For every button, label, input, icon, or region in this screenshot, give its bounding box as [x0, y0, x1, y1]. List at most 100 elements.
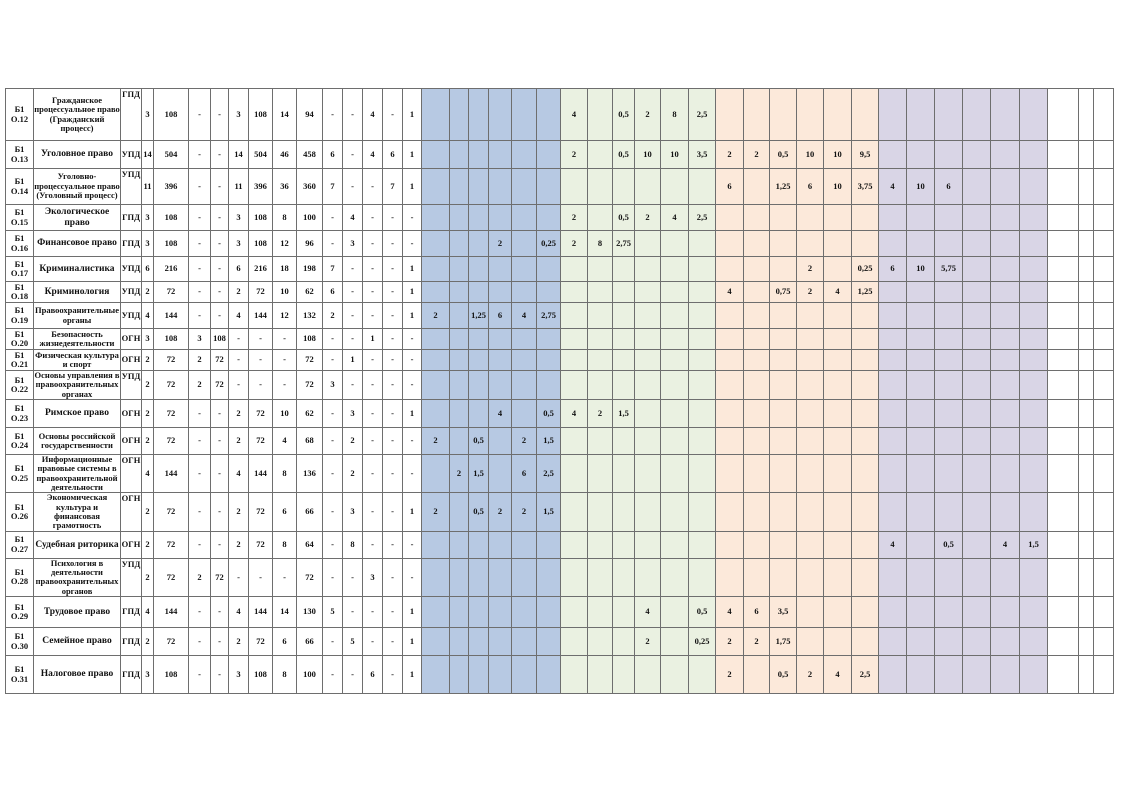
value-cell: 12 [272, 302, 297, 329]
semester-cell-green [612, 168, 635, 205]
table-row: Б1 О.16 Финансовое право ГПД 3 108- -3 108 12 96… [5, 230, 1114, 257]
value-cell: - [342, 168, 363, 205]
value-cell: - [382, 302, 403, 329]
semester-cell-green [587, 302, 613, 329]
discipline-name: Экологическое право [33, 204, 121, 231]
table-row: Б1 О.24 Основы российской государственнос… [5, 427, 1114, 456]
semester-cell-orange [823, 349, 852, 371]
tail-cell [1078, 399, 1094, 429]
value-cell: 1 [402, 627, 422, 657]
semester-cell-purple: 4 [878, 168, 907, 205]
department-code: ГПД [120, 655, 142, 695]
semester-cell-purple: 6 [878, 256, 907, 282]
semester-cell-green [660, 399, 689, 429]
semester-cell-purple [1019, 627, 1048, 657]
semester-cell-blue [421, 230, 450, 257]
semester-cell-orange: 1,75 [769, 627, 797, 657]
semester-cell-orange: 4 [715, 596, 744, 629]
department-code: ГПД [120, 88, 142, 141]
semester-cell-purple: 1,5 [1019, 530, 1048, 559]
semester-cell-purple [962, 168, 991, 205]
semester-cell-purple [878, 492, 907, 532]
semester-cell-purple [1019, 168, 1048, 205]
semester-cell-purple [878, 399, 907, 429]
semester-cell-blue [511, 281, 537, 303]
semester-cell-orange [796, 427, 824, 456]
department-code: УПД [120, 168, 142, 205]
value-cell: - [210, 627, 229, 657]
semester-cell-blue [536, 140, 561, 169]
semester-cell-orange [769, 454, 797, 494]
semester-cell-purple [906, 596, 935, 629]
value-cell: 3 [141, 328, 154, 350]
value-cell: - [342, 369, 363, 401]
semester-cell-purple [962, 281, 991, 303]
value-cell: 8 [272, 530, 297, 559]
discipline-code: Б1 О.12 [5, 88, 34, 141]
semester-cell-green [688, 655, 716, 695]
semester-cell-blue [449, 140, 469, 169]
semester-cell-purple [878, 427, 907, 456]
semester-cell-purple [934, 302, 963, 329]
table-row: Б1 О.26 Экономическая культура и финансов… [5, 492, 1114, 532]
semester-cell-purple [906, 655, 935, 695]
value-cell: 108 [210, 328, 229, 350]
value-cell: 144 [153, 596, 189, 629]
value-cell: - [362, 302, 383, 329]
department-code: ГПД [120, 627, 142, 657]
semester-cell-purple [934, 557, 963, 598]
semester-cell-green [688, 256, 716, 282]
value-cell: 108 [296, 328, 323, 350]
semester-cell-purple [1019, 369, 1048, 401]
value-cell: 4 [272, 427, 297, 456]
semester-cell-orange [851, 88, 879, 141]
semester-cell-green [612, 596, 635, 629]
tail-cell [1093, 655, 1114, 695]
discipline-code: Б1 О.28 [5, 557, 34, 598]
value-cell: - [382, 627, 403, 657]
semester-cell-orange [715, 256, 744, 282]
value-cell: 1 [402, 596, 422, 629]
semester-cell-blue: 1,5 [536, 492, 561, 532]
value-cell: 108 [153, 328, 189, 350]
semester-cell-green: 10 [634, 140, 661, 169]
semester-cell-blue [468, 655, 489, 695]
semester-cell-orange: 0,25 [851, 256, 879, 282]
tail-cell [1078, 88, 1094, 141]
semester-cell-green [634, 454, 661, 494]
value-cell: 4 [362, 140, 383, 169]
semester-cell-blue [468, 557, 489, 598]
value-cell: - [188, 454, 211, 494]
discipline-name: Безопасность жизнедеятельности [33, 328, 121, 350]
semester-cell-purple [906, 281, 935, 303]
semester-cell-purple [990, 427, 1020, 456]
semester-cell-blue [488, 369, 512, 401]
value-cell: - [188, 627, 211, 657]
semester-cell-blue [511, 369, 537, 401]
semester-cell-orange: 6 [743, 596, 770, 629]
semester-cell-purple [990, 168, 1020, 205]
semester-cell-blue: 4 [488, 399, 512, 429]
semester-cell-blue: 0,5 [468, 427, 489, 456]
semester-cell-orange [743, 399, 770, 429]
value-cell: 3 [342, 230, 363, 257]
semester-cell-blue [449, 627, 469, 657]
semester-cell-orange [743, 655, 770, 695]
semester-cell-green [660, 655, 689, 695]
semester-cell-orange: 2 [743, 627, 770, 657]
semester-cell-purple [990, 557, 1020, 598]
semester-cell-purple: 5,75 [934, 256, 963, 282]
value-cell: - [210, 168, 229, 205]
semester-cell-blue [449, 530, 469, 559]
semester-cell-orange: 10 [823, 168, 852, 205]
semester-cell-orange [851, 557, 879, 598]
tail-cell [1047, 281, 1079, 303]
value-cell: - [188, 530, 211, 559]
semester-cell-orange [823, 88, 852, 141]
semester-cell-orange [715, 204, 744, 231]
semester-cell-orange [823, 557, 852, 598]
semester-cell-green [688, 492, 716, 532]
value-cell: 1 [362, 328, 383, 350]
value-cell: 132 [296, 302, 323, 329]
tail-cell [1093, 530, 1114, 559]
